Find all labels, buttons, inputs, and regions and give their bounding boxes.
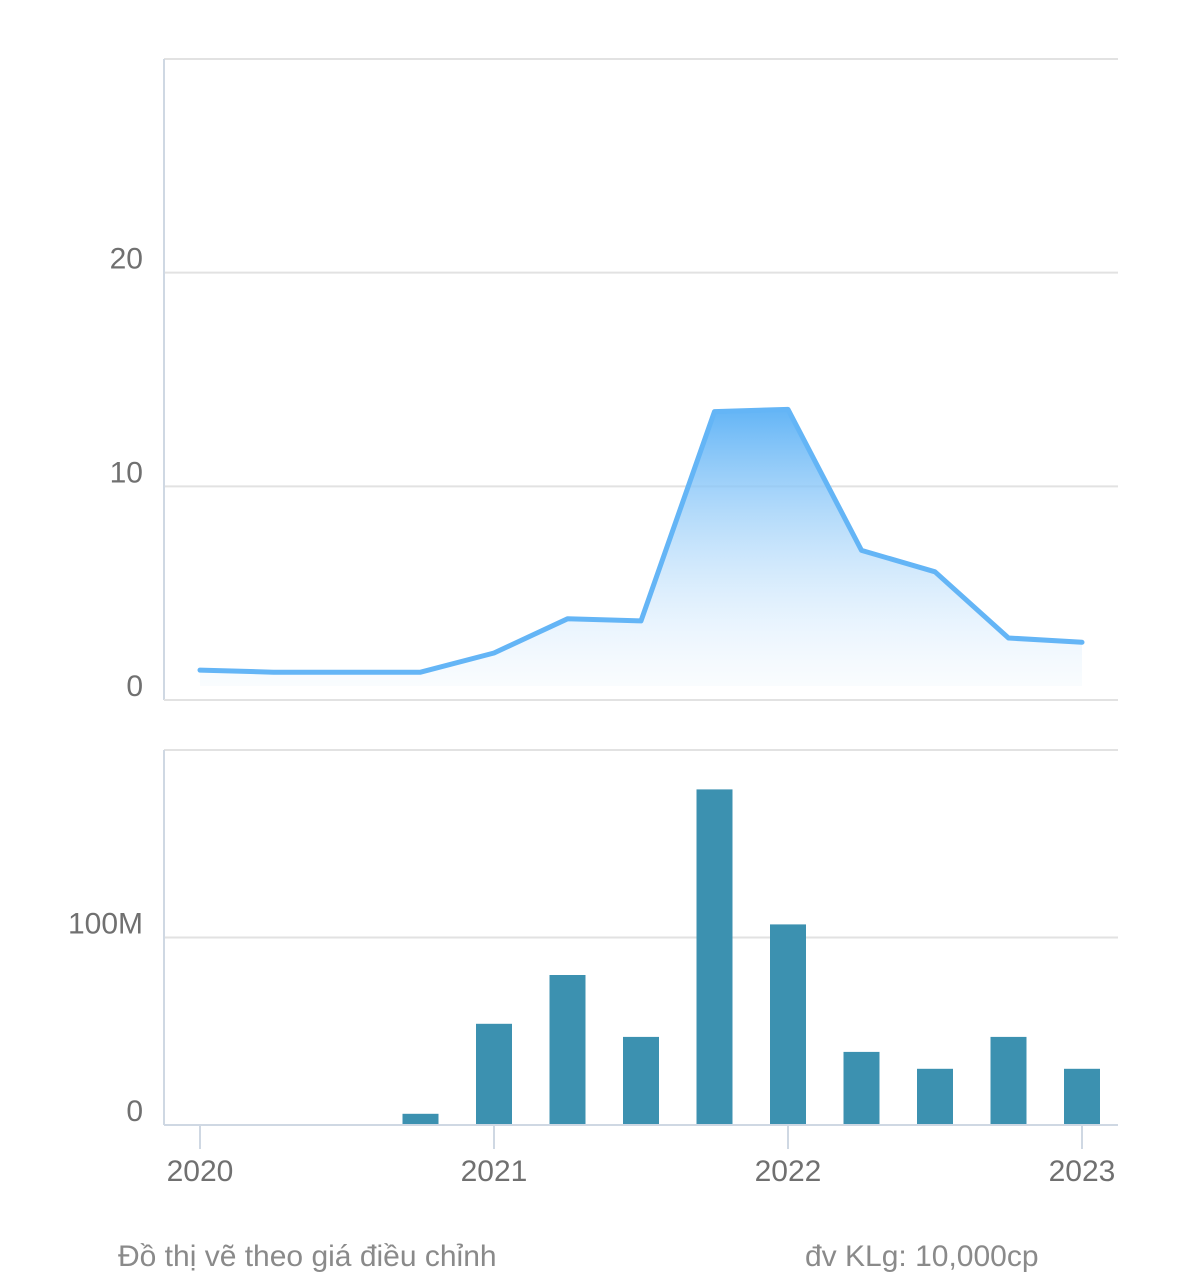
- volume-bar: [843, 1051, 880, 1125]
- volume-chart: 0 100M: [68, 749, 1118, 1128]
- price-y-tick-label: 10: [110, 456, 143, 489]
- x-tick-label: 2022: [755, 1155, 822, 1188]
- price-line: [197, 406, 1085, 675]
- volume-bar: [623, 1036, 659, 1125]
- x-tick-label: 2021: [461, 1155, 528, 1188]
- volume-bar: [402, 1113, 439, 1126]
- adjusted-price-note: Đồ thị vẽ theo giá điều chỉnh: [118, 1240, 497, 1273]
- volume-bar: [770, 924, 806, 1125]
- volume-bar: [476, 1023, 512, 1126]
- volume-bar: [990, 1036, 1027, 1125]
- price-area-fill: [200, 409, 1082, 686]
- x-axis: 2020 2021 2022 2023: [167, 1125, 1116, 1188]
- volume-bar: [1064, 1068, 1100, 1126]
- volume-unit-note: đv KLg: 10,000cp: [805, 1240, 1039, 1273]
- x-tick-label: 2020: [167, 1155, 234, 1188]
- volume-y-tick-label: 0: [126, 1095, 143, 1128]
- price-chart: 0 10 20: [110, 58, 1118, 703]
- volume-y-tick-label: 100M: [68, 908, 143, 941]
- volume-bar: [549, 975, 586, 1125]
- volume-bar: [917, 1068, 953, 1126]
- price-y-tick-label: 20: [110, 243, 143, 276]
- price-y-tick-label: 0: [126, 670, 143, 703]
- x-tick-label: 2023: [1049, 1155, 1116, 1188]
- volume-bar: [696, 789, 733, 1125]
